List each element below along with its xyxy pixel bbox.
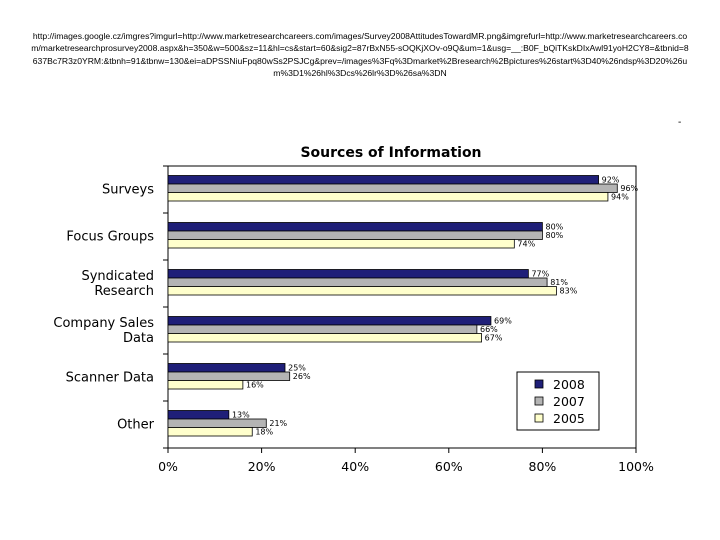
category-label: Syndicated: [81, 269, 154, 284]
category-label: Surveys: [102, 183, 154, 198]
bar-2007: [167, 371, 291, 381]
bar-2007: [167, 183, 618, 193]
chart-title: Sources of Information: [300, 145, 481, 161]
category-label: Research: [94, 284, 154, 299]
x-tick-label: 0%: [158, 459, 178, 474]
x-tick-label: 20%: [248, 459, 276, 474]
category-label: Scanner Data: [66, 371, 154, 386]
data-label-2007: 26%: [293, 372, 311, 381]
bar-2005: [167, 427, 253, 437]
data-label-2008: 92%: [602, 176, 620, 185]
data-label-2007: 96%: [620, 184, 638, 193]
legend: [516, 371, 600, 431]
data-label-2008: 77%: [531, 270, 549, 279]
bar-2008: [167, 410, 230, 420]
legend-swatch-2007: [534, 396, 544, 406]
data-label-2008: 80%: [546, 223, 564, 232]
legend-swatch-2005: [534, 413, 544, 423]
bar-2005: [167, 333, 482, 343]
category-label: Focus Groups: [66, 230, 154, 245]
x-tick-label: 60%: [435, 459, 463, 474]
bar-2008: [167, 316, 492, 326]
bar-2005: [167, 192, 609, 202]
data-label-2007: 66%: [480, 325, 498, 334]
data-label-2005: 74%: [517, 240, 535, 249]
data-label-2005: 18%: [255, 428, 273, 437]
data-label-2008: 69%: [494, 317, 512, 326]
legend-label-2008: 2008: [553, 377, 585, 392]
category-label: Company Sales: [53, 316, 154, 331]
bar-2005: [167, 380, 244, 390]
data-label-2005: 16%: [246, 381, 264, 390]
data-label-2007: 21%: [269, 419, 287, 428]
bar-2007: [167, 277, 548, 287]
data-label-2005: 83%: [560, 287, 578, 296]
x-tick-label: 80%: [529, 459, 557, 474]
corner-mark: -: [678, 117, 682, 128]
bar-2008: [167, 363, 286, 373]
x-tick-label: 100%: [618, 459, 654, 474]
bar-2007: [167, 230, 543, 240]
data-label-2005: 67%: [485, 334, 503, 343]
data-label-2007: 80%: [546, 231, 564, 240]
data-label-2007: 81%: [550, 278, 568, 287]
bar-2005: [167, 239, 515, 249]
x-tick-label: 40%: [341, 459, 369, 474]
category-label: Other: [117, 418, 155, 433]
legend-label-2007: 2007: [553, 394, 585, 409]
data-label-2005: 94%: [611, 193, 629, 202]
data-label-2008: 13%: [232, 411, 250, 420]
bar-2007: [167, 324, 478, 334]
legend-label-2005: 2005: [553, 411, 585, 426]
bar-2007: [167, 418, 267, 428]
source-url-text: http://images.google.cz/imgres?imgurl=ht…: [31, 31, 689, 79]
bar-2005: [167, 286, 557, 296]
bar-2008: [167, 175, 599, 185]
bar-2008: [167, 269, 529, 279]
bar-2008: [167, 222, 543, 232]
data-label-2008: 25%: [288, 364, 306, 373]
legend-swatch-2008: [534, 379, 544, 389]
category-label: Data: [123, 331, 154, 346]
